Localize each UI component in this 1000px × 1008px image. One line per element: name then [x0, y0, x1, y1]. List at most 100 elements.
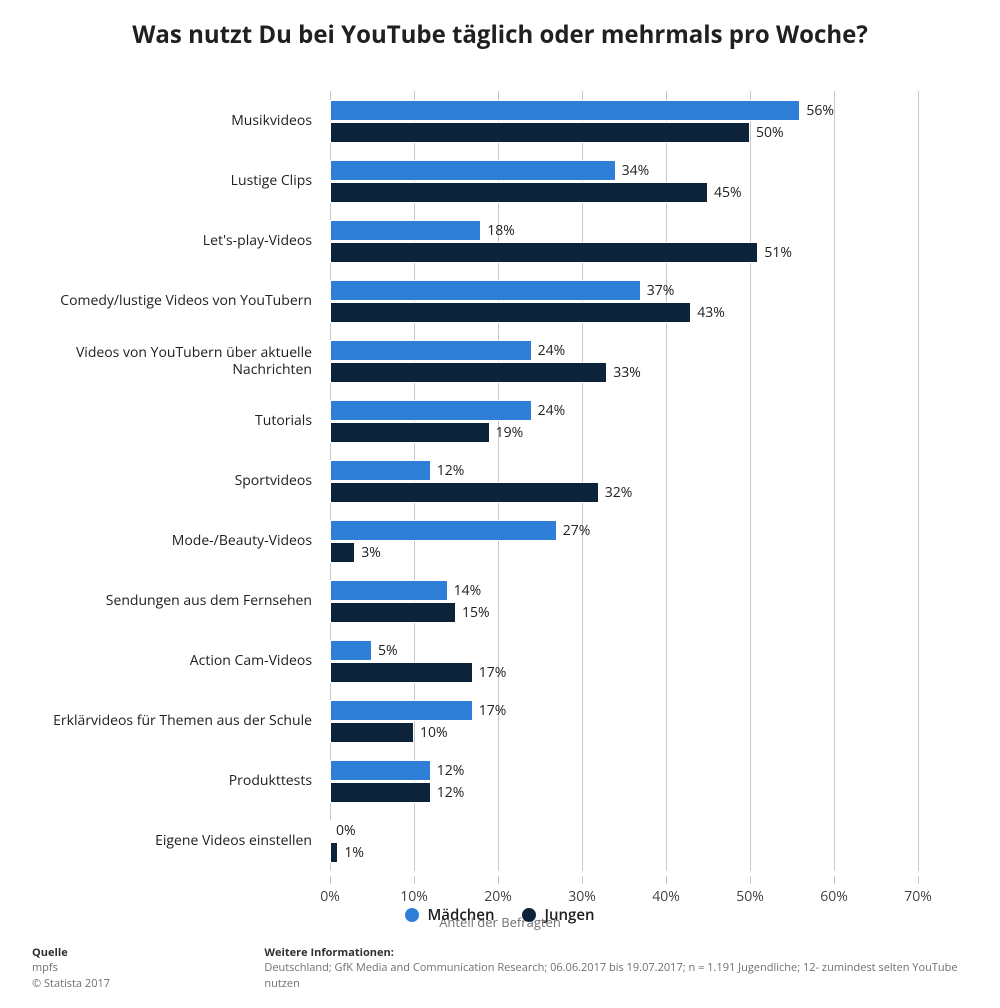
bar-maedchen — [330, 280, 641, 301]
bar-value-label: 37% — [647, 280, 675, 301]
x-tick — [582, 876, 583, 884]
bar-jungen — [330, 602, 456, 623]
bar-value-label: 10% — [420, 722, 448, 743]
x-tick-label: 0% — [320, 887, 340, 906]
category-label: Tutorials — [20, 391, 320, 451]
bar-value-label: 3% — [361, 542, 381, 563]
bar-maedchen — [330, 640, 372, 661]
x-tick-label: 40% — [652, 887, 680, 906]
bar-value-label: 17% — [479, 662, 507, 683]
legend-swatch — [405, 908, 419, 922]
source-line: mpfs — [32, 960, 224, 975]
bar-value-label: 33% — [613, 362, 641, 383]
bar-maedchen — [330, 580, 448, 601]
x-tick — [750, 876, 751, 884]
bar-jungen — [330, 782, 431, 803]
x-tick — [666, 876, 667, 884]
bar-value-label: 45% — [714, 182, 742, 203]
bar-jungen — [330, 422, 490, 443]
category-row: Produkttests 12%12% — [20, 751, 980, 811]
category-label: Sportvideos — [20, 451, 320, 511]
bar-value-label: 5% — [378, 640, 398, 661]
x-tick — [918, 876, 919, 884]
bar-maedchen — [330, 220, 481, 241]
category-row: Erklärvideos für Themen aus der Schule 17… — [20, 691, 980, 751]
category-row: Comedy/lustige Videos von YouTubern 37% 43… — [20, 271, 980, 331]
bar-value-label: 24% — [538, 400, 566, 421]
chart-title: Was nutzt Du bei YouTube täglich oder me… — [0, 0, 1000, 61]
bar-jungen — [330, 182, 708, 203]
info-text: Deutschland; GfK Media and Communication… — [264, 960, 968, 991]
bar-value-label: 51% — [764, 242, 792, 263]
bar-maedchen — [330, 460, 431, 481]
bar-value-label: 12% — [437, 760, 465, 781]
legend-label: Mädchen — [427, 905, 494, 925]
x-tick-label: 10% — [400, 887, 428, 906]
bar-value-label: 32% — [605, 482, 633, 503]
bar-value-label: 15% — [462, 602, 490, 623]
bar-value-label: 12% — [437, 460, 465, 481]
chart-container: Was nutzt Du bei YouTube täglich oder me… — [0, 0, 1000, 1008]
category-label: Mode-/Beauty-Videos — [20, 511, 320, 571]
category-row: Mode-/Beauty-Videos27%3% — [20, 511, 980, 571]
bar-value-label: 12% — [437, 782, 465, 803]
bar-jungen — [330, 542, 355, 563]
x-tick-label: 60% — [820, 887, 848, 906]
bar-jungen — [330, 482, 599, 503]
bar-value-label: 24% — [538, 340, 566, 361]
x-tick — [834, 876, 835, 884]
legend-item: Mädchen — [405, 905, 494, 925]
bar-maedchen — [330, 100, 800, 121]
chart: 0%10%20%30%40%50%60%70% Musikvideos56%50… — [20, 91, 980, 871]
bar-maedchen — [330, 700, 473, 721]
category-label: Produkttests — [20, 751, 320, 811]
bar-value-label: 14% — [454, 580, 482, 601]
bar-jungen — [330, 302, 691, 323]
category-row: Action Cam-Videos 5% 17% — [20, 631, 980, 691]
category-label: Action Cam-Videos — [20, 631, 320, 691]
category-row: Musikvideos56%50% — [20, 91, 980, 151]
x-tick-label: 70% — [904, 887, 932, 906]
bar-maedchen — [330, 760, 431, 781]
bar-value-label: 56% — [806, 100, 834, 121]
x-tick-label: 30% — [568, 887, 596, 906]
category-label: Lustige Clips — [20, 151, 320, 211]
source-line: © Statista 2017 — [32, 976, 224, 991]
x-tick-label: 50% — [736, 887, 764, 906]
category-row: Lustige Clips34%45% — [20, 151, 980, 211]
x-tick — [414, 876, 415, 884]
bar-value-label: 1% — [344, 842, 364, 863]
x-tick — [330, 876, 331, 884]
x-tick — [498, 876, 499, 884]
bar-jungen — [330, 362, 607, 383]
bar-value-label: 43% — [697, 302, 725, 323]
legend-item: Jungen — [522, 905, 594, 925]
category-row: Sportvideos 12% 32% — [20, 451, 980, 511]
category-row: Sendungen aus dem Fernsehen14%15% — [20, 571, 980, 631]
bar-jungen — [330, 662, 473, 683]
bar-maedchen — [330, 400, 532, 421]
legend: Mädchen Jungen — [0, 905, 1000, 927]
bar-value-label: 17% — [479, 700, 507, 721]
category-row: Eigene Videos einstellen0%1% — [20, 811, 980, 871]
category-label: Eigene Videos einstellen — [20, 811, 320, 871]
category-row: Tutorials 24% 19% — [20, 391, 980, 451]
bar-value-label: 18% — [487, 220, 515, 241]
legend-swatch — [522, 908, 536, 922]
bar-value-label: 19% — [496, 422, 524, 443]
category-label: Let's-play-Videos — [20, 211, 320, 271]
category-label: Erklärvideos für Themen aus der Schule — [20, 691, 320, 751]
category-label: Comedy/lustige Videos von YouTubern — [20, 271, 320, 331]
source-heading: Quelle — [32, 945, 224, 960]
bar-maedchen — [330, 820, 332, 841]
bar-maedchen — [330, 160, 616, 181]
category-row: Videos von YouTubern über aktuelle Nachr… — [20, 331, 980, 391]
bar-value-label: 50% — [756, 122, 784, 143]
info-heading: Weitere Informationen: — [264, 945, 968, 960]
legend-label: Jungen — [544, 905, 594, 925]
bar-jungen — [330, 722, 414, 743]
footer: Quelle mpfs © Statista 2017 Weitere Info… — [32, 945, 968, 991]
x-tick-label: 20% — [484, 887, 512, 906]
bar-maedchen — [330, 520, 557, 541]
category-row: Let's-play-Videos 18% 51% — [20, 211, 980, 271]
